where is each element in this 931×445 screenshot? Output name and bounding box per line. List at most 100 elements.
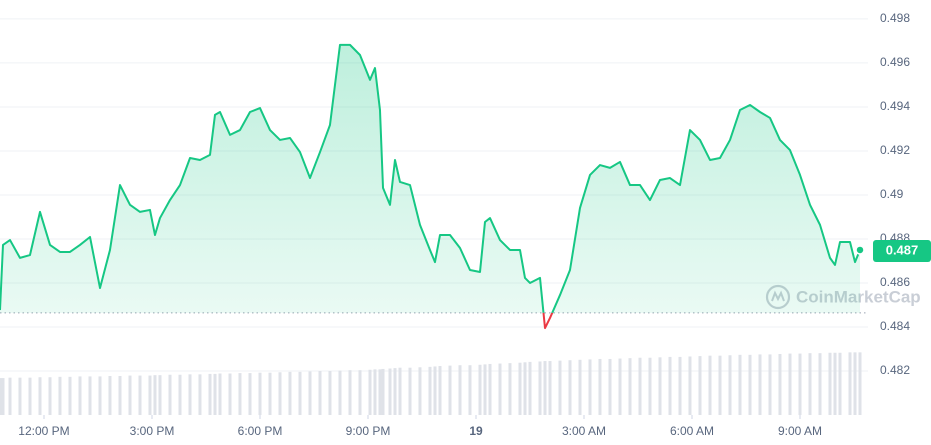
volume-bar	[88, 376, 92, 415]
y-tick-label: 0.494	[880, 99, 910, 113]
volume-bar	[58, 376, 62, 415]
volume-bar	[1, 378, 5, 415]
volume-bar	[238, 373, 242, 415]
y-tick-label: 0.49	[880, 187, 904, 201]
volume-bar	[248, 373, 252, 415]
y-tick-label: 0.484	[880, 319, 910, 333]
volume-bar	[548, 361, 552, 415]
x-tick-label: 12:00 PM	[18, 424, 69, 438]
volume-bar	[728, 355, 732, 415]
volume-bar	[138, 375, 142, 415]
y-tick-label: 0.482	[880, 363, 910, 377]
volume-bar	[688, 356, 692, 415]
volume-layer	[0, 352, 862, 415]
volume-bar	[28, 377, 32, 415]
volume-bar	[0, 378, 2, 415]
y-tick-label: 0.492	[880, 143, 910, 157]
volume-bar	[38, 377, 42, 415]
volume-bar	[408, 367, 412, 415]
volume-bar	[198, 374, 202, 415]
volume-bar	[288, 371, 292, 415]
volume-bar	[378, 369, 382, 415]
volume-bar	[508, 363, 512, 415]
volume-bar	[518, 362, 522, 415]
volume-bar	[393, 368, 397, 415]
volume-bar	[638, 357, 642, 415]
volume-bar	[738, 354, 742, 415]
volume-bar	[558, 360, 562, 415]
volume-bar	[168, 374, 172, 415]
volume-bar	[538, 361, 542, 415]
x-tick-label: 19	[469, 424, 483, 438]
volume-bar	[748, 354, 752, 415]
volume-bar	[298, 371, 302, 415]
volume-bar	[668, 356, 672, 415]
volume-bar	[568, 360, 572, 415]
x-tick-label: 6:00 AM	[670, 424, 714, 438]
volume-bar	[328, 371, 332, 415]
volume-bar	[678, 356, 682, 415]
volume-bar	[483, 364, 487, 415]
line-layer	[0, 43, 868, 330]
volume-bar	[78, 376, 82, 415]
volume-bar	[798, 353, 802, 415]
volume-bar	[458, 365, 462, 415]
volume-bar	[18, 377, 22, 415]
volume-bar	[258, 372, 262, 415]
volume-bar	[388, 368, 392, 415]
volume-bar	[318, 371, 322, 415]
volume-bar	[218, 373, 222, 415]
x-tick-label: 9:00 PM	[346, 424, 391, 438]
volume-bar	[228, 373, 232, 415]
volume-bar	[698, 356, 702, 415]
volume-bar	[438, 366, 442, 415]
volume-bar	[758, 354, 762, 415]
volume-bar	[373, 369, 377, 415]
volume-bar	[498, 363, 502, 415]
volume-bar	[108, 375, 112, 415]
x-tick-label: 9:00 AM	[778, 424, 822, 438]
volume-bar	[708, 355, 712, 415]
volume-bar	[8, 377, 12, 415]
volume-bar	[848, 352, 852, 415]
volume-bar	[278, 372, 282, 415]
volume-bar	[433, 366, 437, 415]
volume-bar	[853, 352, 857, 415]
volume-bar	[838, 352, 842, 415]
volume-bar	[178, 374, 182, 415]
price-badge	[873, 239, 931, 262]
x-tick-label: 3:00 PM	[130, 424, 175, 438]
volume-bar	[68, 376, 72, 415]
volume-bar	[828, 352, 832, 415]
volume-bar	[808, 353, 812, 415]
volume-bar	[858, 352, 862, 415]
volume-bar	[128, 375, 132, 415]
volume-bar	[118, 375, 122, 415]
volume-bar	[188, 374, 192, 415]
volume-bar	[208, 373, 212, 415]
volume-bar	[308, 371, 312, 415]
last-point	[855, 245, 865, 255]
volume-bar	[788, 353, 792, 415]
volume-bar	[158, 375, 162, 415]
volume-bar	[523, 362, 527, 415]
volume-bar	[818, 353, 822, 415]
price-area	[0, 44, 861, 313]
volume-bar	[358, 370, 362, 415]
volume-bar	[148, 375, 152, 415]
volume-bar	[778, 353, 782, 415]
volume-bar	[478, 364, 482, 415]
volume-bar	[648, 357, 652, 415]
volume-bar	[833, 352, 837, 415]
volume-bar	[608, 358, 612, 415]
volume-bar	[348, 370, 352, 415]
volume-bar	[418, 367, 422, 415]
x-tick-label: 6:00 PM	[238, 424, 283, 438]
volume-bar	[488, 363, 492, 415]
volume-bar	[618, 358, 622, 415]
volume-bar	[768, 354, 772, 415]
x-tick-label: 3:00 AM	[562, 424, 606, 438]
volume-bar	[98, 376, 102, 415]
price-line-up	[0, 43, 861, 313]
